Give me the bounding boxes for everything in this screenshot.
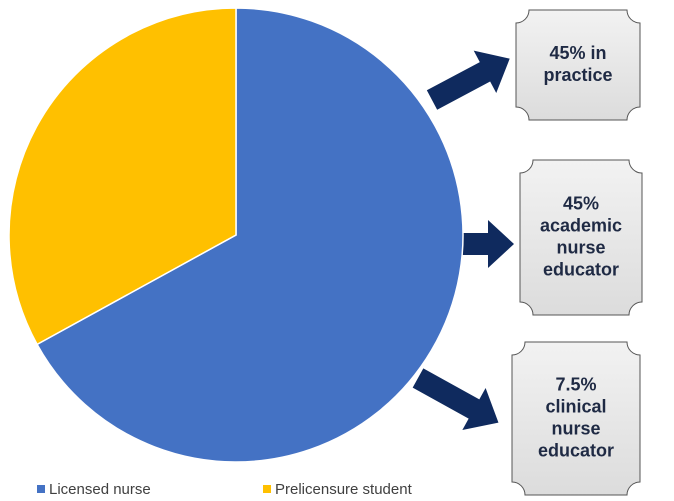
callout-text: clinical [545,396,606,416]
legend-label: Licensed nurse [49,481,151,498]
legend-swatch [37,485,45,493]
callout-text: 45% in [549,43,606,63]
callout-text: 45% [563,193,599,213]
callout-text: practice [543,65,612,85]
arrows [412,50,514,431]
callout-text: academic [540,215,622,235]
callout-text: nurse [556,237,605,257]
callout-text: 7.5% [555,374,596,394]
arrow [412,368,499,431]
pie-slice [36,7,464,463]
arrow [448,220,514,268]
callout-text: educator [543,259,619,279]
callout-box [511,341,641,496]
callout-text: educator [538,440,614,460]
callout-box [515,9,641,121]
arrow [426,50,510,110]
legend-label: Prelicensure student [275,481,413,498]
pie-slice [8,7,237,346]
legend-swatch [263,485,271,493]
callout-text: nurse [551,418,600,438]
callout-box [519,159,643,316]
